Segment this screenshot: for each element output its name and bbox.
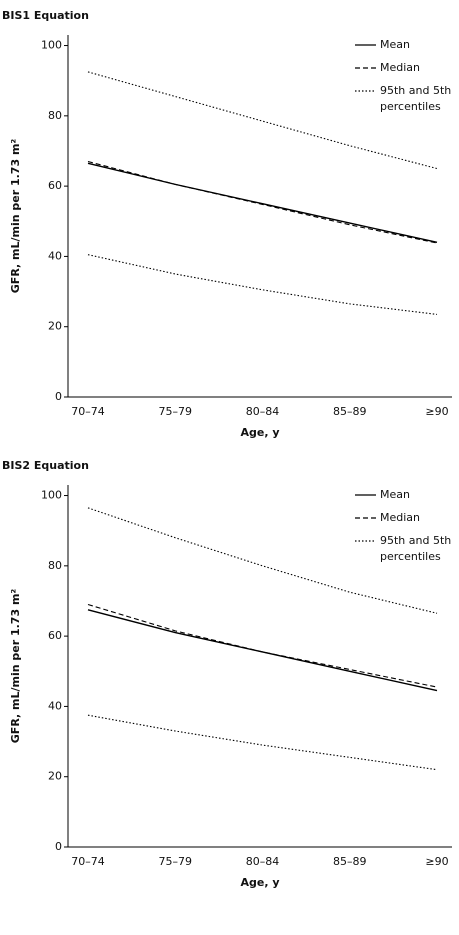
y-tick-label: 80 bbox=[48, 109, 62, 122]
y-tick-label: 60 bbox=[48, 629, 62, 642]
chart-title: BIS2 Equation bbox=[2, 459, 89, 472]
line-series bbox=[87, 603, 438, 688]
legend-label: Median bbox=[380, 61, 421, 74]
y-axis-label: GFR, mL/min per 1.73 m² bbox=[9, 589, 22, 744]
x-tick-label: 85–89 bbox=[333, 855, 367, 868]
x-axis-label: Age, y bbox=[240, 876, 279, 889]
y-tick-label: 80 bbox=[48, 559, 62, 572]
x-tick-label: 75–79 bbox=[159, 855, 193, 868]
chart-title: BIS1 Equation bbox=[2, 9, 89, 22]
x-tick-label: 80–84 bbox=[246, 855, 280, 868]
y-tick-label: 100 bbox=[41, 39, 62, 52]
line-series bbox=[87, 160, 438, 244]
y-tick-label: 20 bbox=[48, 770, 62, 783]
y-tick-label: 0 bbox=[55, 390, 62, 403]
x-tick-label: ≥90 bbox=[425, 405, 448, 418]
x-tick-label: 70–74 bbox=[71, 855, 105, 868]
line-series bbox=[87, 71, 438, 170]
y-tick-label: 20 bbox=[48, 320, 62, 333]
legend-label: 95th and 5th percentiles bbox=[380, 534, 452, 563]
x-tick-label: 85–89 bbox=[333, 405, 367, 418]
x-tick-label: 80–84 bbox=[246, 405, 280, 418]
line-series bbox=[87, 162, 438, 244]
line-series bbox=[87, 507, 438, 614]
y-axis-label: GFR, mL/min per 1.73 m² bbox=[9, 139, 22, 294]
legend-label: Mean bbox=[380, 488, 410, 501]
legend-label: Mean bbox=[380, 38, 410, 51]
x-tick-label: 70–74 bbox=[71, 405, 105, 418]
legend-label: Median bbox=[380, 511, 421, 524]
line-series bbox=[87, 609, 438, 692]
x-axis-label: Age, y bbox=[240, 426, 279, 439]
x-tick-label: 75–79 bbox=[159, 405, 193, 418]
y-tick-label: 0 bbox=[55, 840, 62, 853]
y-tick-label: 40 bbox=[48, 699, 62, 712]
x-tick-label: ≥90 bbox=[425, 855, 448, 868]
y-tick-label: 40 bbox=[48, 249, 62, 262]
line-series bbox=[87, 254, 438, 315]
legend-label: 95th and 5th percentiles bbox=[380, 84, 452, 113]
y-tick-label: 100 bbox=[41, 489, 62, 502]
line-series bbox=[87, 714, 438, 771]
y-tick-label: 60 bbox=[48, 179, 62, 192]
